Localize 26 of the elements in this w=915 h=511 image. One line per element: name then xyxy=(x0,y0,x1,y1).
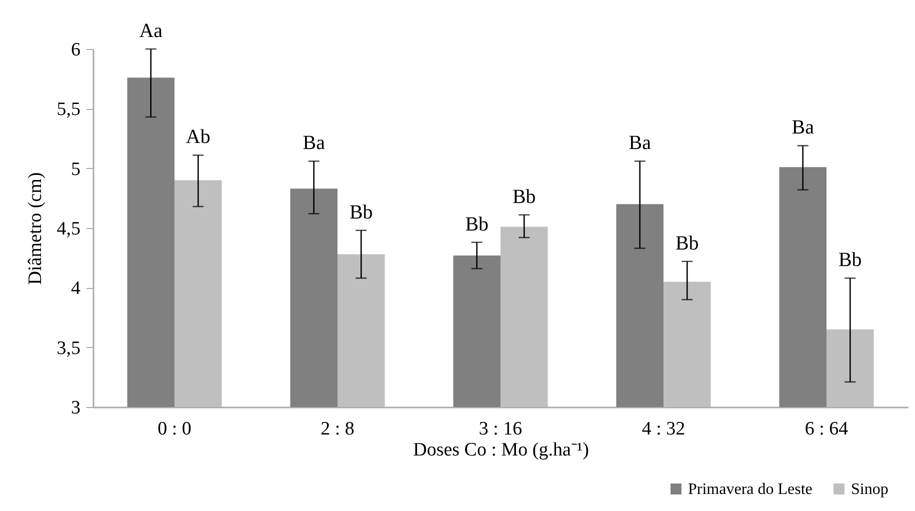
data-label: Bb xyxy=(512,186,536,208)
data-label: Ba xyxy=(792,116,814,139)
y-tick-label: 4,5 xyxy=(56,218,80,240)
x-tick-label: 4 : 32 xyxy=(642,418,686,440)
data-label: Bb xyxy=(675,232,699,254)
y-tick-label: 3 xyxy=(71,398,80,418)
y-tick-label: 4 xyxy=(71,278,81,300)
data-label: Aa xyxy=(139,20,163,42)
legend-label: Sinop xyxy=(851,481,888,498)
y-axis-title: Diâmetro (cm) xyxy=(24,172,46,285)
x-tick-label: 2 : 8 xyxy=(320,418,354,440)
data-label: Bb xyxy=(349,201,373,224)
data-label: Bb xyxy=(465,213,489,236)
data-label: Ba xyxy=(628,132,652,154)
data-label: Ba xyxy=(302,132,326,154)
y-tick-label: 3,5 xyxy=(56,338,80,359)
y-tick-label: 6 xyxy=(71,40,80,60)
x-axis-title: Doses Co : Mo (g.ha⁻¹) xyxy=(413,440,589,460)
y-tick-label: 5 xyxy=(71,158,80,180)
x-tick-label: 3 : 16 xyxy=(478,418,522,440)
data-label: Bb xyxy=(838,249,862,272)
y-tick-label: 5,5 xyxy=(56,99,80,120)
x-tick-label: 6 : 64 xyxy=(804,418,849,440)
legend-label: Primavera do Leste xyxy=(688,481,812,498)
x-tick-label: 0 : 0 xyxy=(158,418,192,440)
data-label: Ab xyxy=(186,126,210,148)
